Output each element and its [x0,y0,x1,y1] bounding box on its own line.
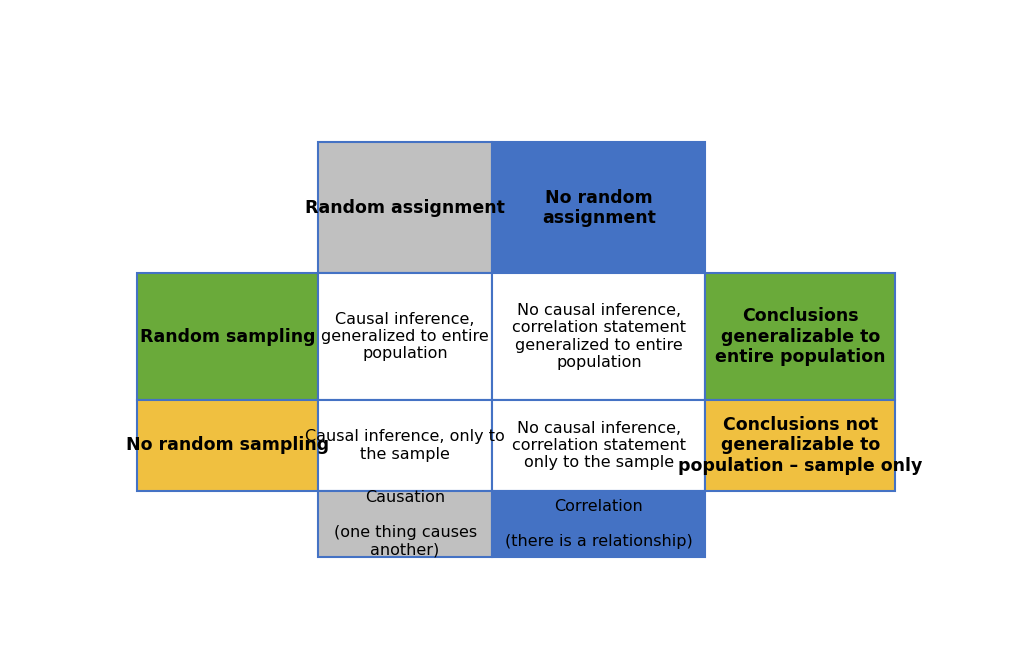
Text: No causal inference,
correlation statement
only to the sample: No causal inference, correlation stateme… [512,420,686,471]
Text: No random sampling: No random sampling [126,436,329,455]
FancyBboxPatch shape [317,400,493,491]
FancyBboxPatch shape [317,491,493,557]
Text: Causation

(one thing causes
another): Causation (one thing causes another) [334,490,476,558]
Text: Random sampling: Random sampling [140,327,315,346]
Text: No random
assignment: No random assignment [542,188,655,227]
Text: Conclusions
generalizable to
entire population: Conclusions generalizable to entire popu… [715,307,886,366]
Text: Causal inference,
generalized to entire
population: Causal inference, generalized to entire … [322,311,488,362]
Text: Correlation

(there is a relationship): Correlation (there is a relationship) [505,499,692,549]
FancyBboxPatch shape [493,274,706,400]
FancyBboxPatch shape [317,274,493,400]
Text: Random assignment: Random assignment [305,199,505,217]
FancyBboxPatch shape [706,274,895,400]
FancyBboxPatch shape [493,400,706,491]
Text: Causal inference, only to
the sample: Causal inference, only to the sample [305,429,505,461]
Text: No causal inference,
correlation statement
generalized to entire
population: No causal inference, correlation stateme… [512,303,686,370]
FancyBboxPatch shape [317,143,493,274]
FancyBboxPatch shape [137,400,317,491]
FancyBboxPatch shape [706,400,895,491]
FancyBboxPatch shape [493,143,706,274]
Text: Conclusions not
generalizable to
population – sample only: Conclusions not generalizable to populat… [678,416,923,475]
FancyBboxPatch shape [137,274,317,400]
FancyBboxPatch shape [493,491,706,557]
